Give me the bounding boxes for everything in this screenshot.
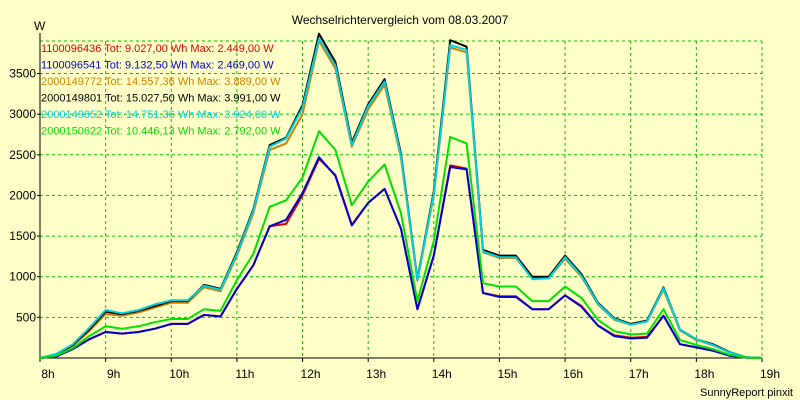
series-line-1100096541: [39, 156, 763, 359]
legend: 1100096436 Tot: 9.027,00 Wh Max: 2.449,0…: [41, 43, 281, 138]
series-layer: [39, 32, 763, 359]
y-tick-label: 3000: [9, 107, 36, 121]
y-tick-label: 1500: [9, 229, 36, 243]
y-tick-label: 2500: [9, 148, 36, 162]
y-tick-label: 2000: [9, 188, 36, 202]
legend-entry-1100096436: 1100096436 Tot: 9.027,00 Wh Max: 2.449,0…: [41, 43, 274, 55]
axis-layer: 500 1000 1500 2000 2500 3000 3500 8h 9h 10h 11h 12h…: [9, 33, 780, 381]
x-tick-label: 15h: [497, 367, 517, 381]
y-axis-label: W: [34, 19, 46, 33]
y-tick-label: 3500: [9, 67, 36, 81]
x-tick-label: 13h: [366, 367, 386, 381]
x-tick-label: 12h: [301, 367, 321, 381]
legend-entry-1100096541: 1100096541 Tot: 9.132,50 Wh Max: 2.469,0…: [41, 60, 274, 72]
x-tick-label: 8h: [41, 367, 54, 381]
series-line-2000149772: [39, 40, 763, 359]
chart-title: Wechselrichtervergleich vom 08.03.2007: [292, 13, 509, 27]
x-tick-label: 9h: [107, 367, 120, 381]
legend-entry-2000149772: 2000149772 Tot: 14.557,36 Wh Max: 3.889,…: [41, 76, 281, 88]
legend-entry-2000150622: 2000150622 Tot: 10.446,13 Wh Max: 2.792,…: [41, 126, 281, 138]
series-line-2000149852: [39, 37, 763, 359]
x-tick-label: 18h: [694, 367, 714, 381]
series-line-2000150622: [39, 130, 763, 359]
legend-entry-2000149852: 2000149852 Tot: 14.751,36 Wh Max: 3.924,…: [41, 109, 281, 121]
legend-entry-2000149801: 2000149801 Tot: 15.027,50 Wh Max: 3.991,…: [41, 93, 281, 105]
x-tick-label: 19h: [760, 367, 780, 381]
footer-credit: SunnyReport pinxit: [700, 387, 793, 399]
grid-layer: [40, 40, 763, 358]
y-tick-label: 1000: [9, 270, 36, 284]
x-tick-label: 10h: [169, 367, 189, 381]
x-tick-label: 16h: [563, 367, 583, 381]
x-tick-label: 17h: [629, 367, 649, 381]
y-tick-label: 500: [16, 310, 36, 324]
x-tick-label: 14h: [432, 367, 452, 381]
x-tick-label: 11h: [235, 367, 254, 381]
